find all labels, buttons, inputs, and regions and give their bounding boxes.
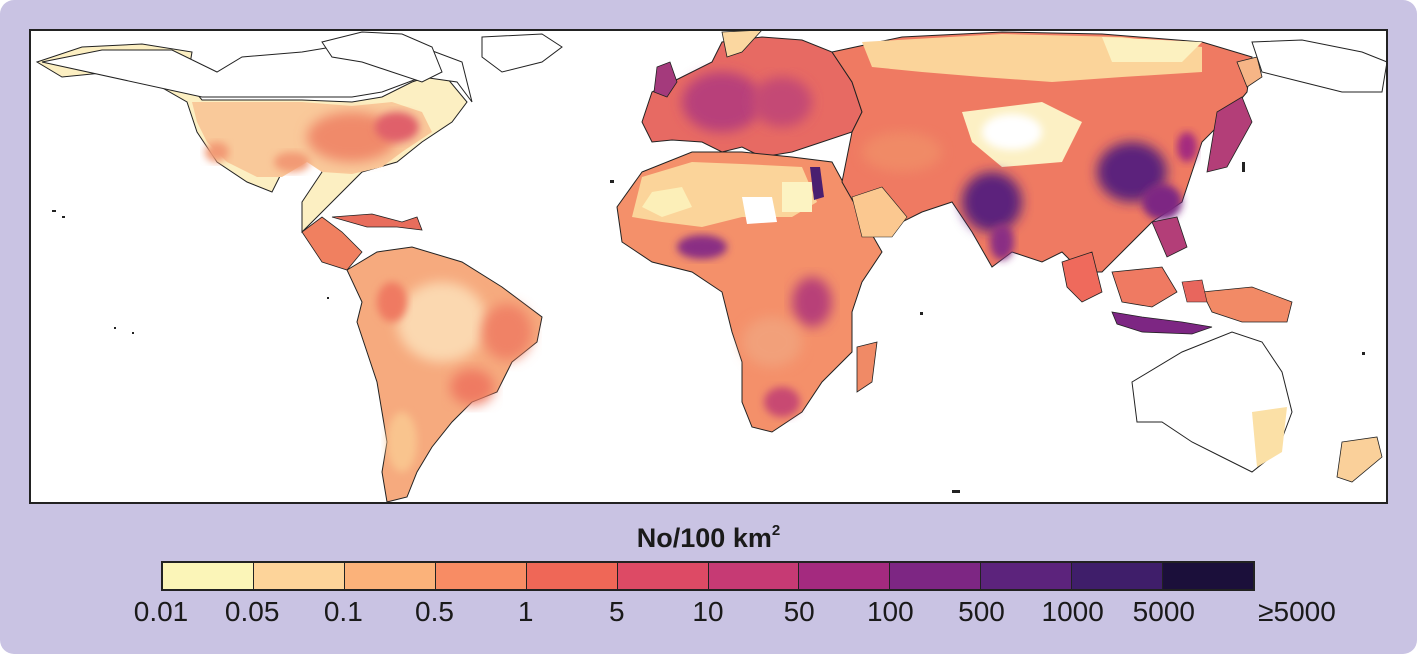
- scale-tick-label: 500: [958, 596, 1005, 627]
- southeast-asia-islands: [1061, 216, 1293, 335]
- color-swatch: [526, 563, 618, 589]
- legend-title-superscript: 2: [771, 522, 781, 539]
- scale-tick-label: 0.5: [415, 596, 454, 627]
- color-swatch: [344, 563, 436, 589]
- world-map-svg: [35, 31, 1386, 502]
- scale-tick-label: 50: [783, 596, 815, 627]
- scale-tick-label: 10: [692, 596, 724, 627]
- color-scale-bar: [161, 561, 1255, 591]
- africa-region: [616, 151, 883, 433]
- scale-tick-label: 5: [609, 596, 625, 627]
- color-swatch: [1072, 563, 1164, 589]
- world-density-map: [29, 29, 1388, 504]
- islands: [52, 162, 1365, 493]
- color-swatch: [253, 563, 345, 589]
- europe-region: [641, 31, 863, 158]
- legend-title: No/100 km2: [0, 522, 1417, 554]
- color-swatch: [890, 563, 982, 589]
- north-america-region: [35, 31, 563, 271]
- color-swatch: [981, 563, 1073, 589]
- scale-tick-label: 0.05: [224, 596, 280, 627]
- scale-tick-label: 100: [866, 596, 914, 627]
- color-swatch: [163, 563, 254, 589]
- color-swatch: [617, 563, 709, 589]
- oceania-region: [1131, 331, 1383, 483]
- color-swatch: [1163, 563, 1254, 589]
- color-swatch: [435, 563, 527, 589]
- scale-tick-label: 1000: [1041, 596, 1104, 627]
- color-swatch: [799, 563, 891, 589]
- color-swatch: [708, 563, 800, 589]
- scale-tick-label: 1: [517, 596, 534, 627]
- scale-tick-label: 5000: [1132, 596, 1195, 627]
- asia-region: [831, 31, 1386, 273]
- scale-tick-label: ≥5000: [1258, 596, 1336, 627]
- scale-tick-label: 0.01: [133, 596, 189, 627]
- south-america-region: [346, 246, 543, 502]
- scale-tick-label: 0.1: [323, 596, 363, 627]
- legend-title-text: No/100 km: [636, 523, 772, 553]
